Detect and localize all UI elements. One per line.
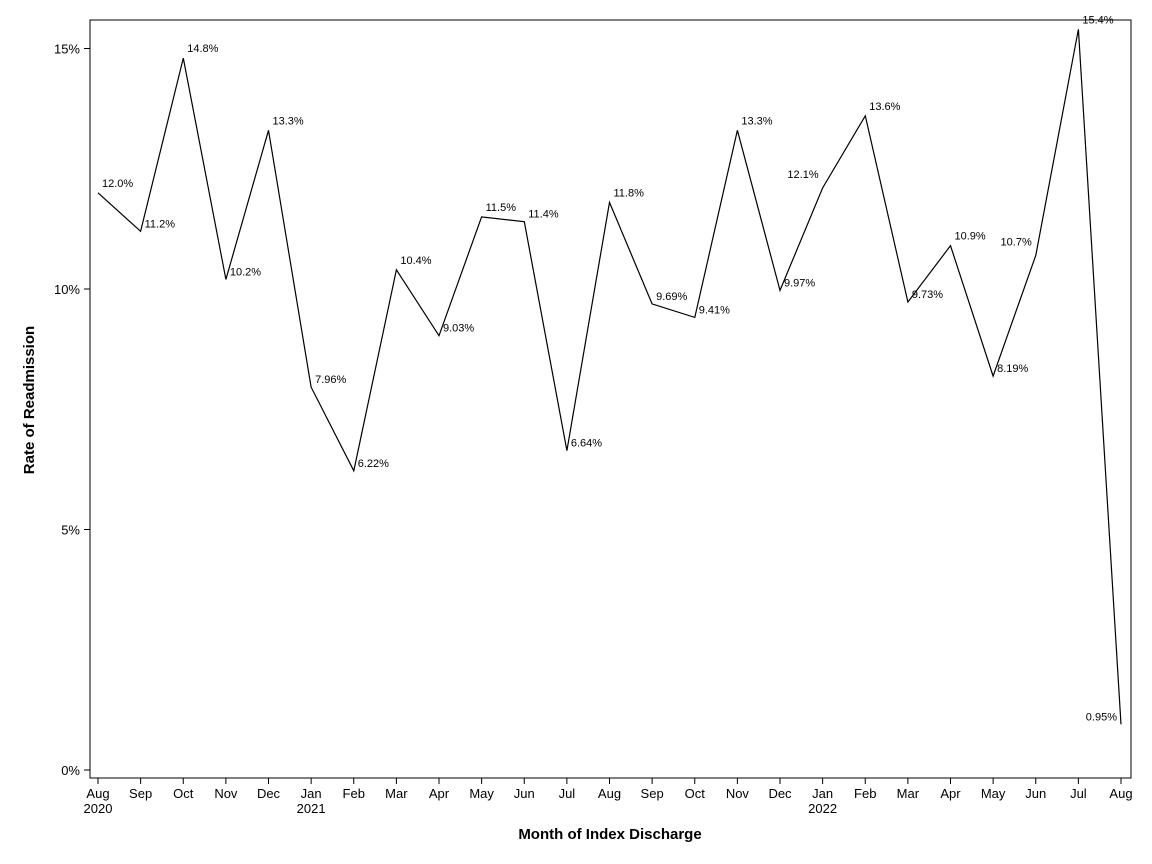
data-label: 10.4% [400,255,431,267]
y-axis-title: Rate of Readmission [21,326,38,474]
data-label: 9.97% [784,277,815,289]
x-tick-label: Feb [343,786,365,801]
x-tick-label: Sep [641,786,664,801]
data-label: 15.4% [1082,14,1113,26]
x-tick-label: May [469,786,494,801]
x-tick-label: Oct [685,786,706,801]
data-label: 8.19% [997,363,1028,375]
x-tick-label: Aug [86,786,109,801]
data-labels: 12.0% 11.2% 14.8% 10.2% 13.3% 7.96% 6.22% 10.4%… [102,14,1117,723]
x-tick-label: Mar [385,786,408,801]
data-label: 0.95% [1086,711,1117,723]
data-label: 7.96% [315,374,346,386]
x-tick-label: Aug [1109,786,1132,801]
x-tick-label: Mar [897,786,920,801]
data-label: 6.22% [358,458,389,470]
x-tick-label: Dec [257,786,281,801]
data-label: 13.6% [869,101,900,113]
x-tick-label: Dec [768,786,792,801]
plot-frame [89,19,1132,779]
data-label: 13.3% [741,115,772,127]
x-tick-label: Apr [429,786,450,801]
series-line [97,29,1122,725]
x-tick-label: Oct [173,786,194,801]
x-year-label: 2021 [297,801,326,816]
y-tick-label: 15% [54,42,80,57]
data-label: 13.3% [273,115,304,127]
data-label: 11.5% [486,202,517,214]
x-year-label: 2020 [84,801,113,816]
x-tick-label: Jan [301,786,322,801]
x-tick-label: Feb [854,786,876,801]
x-tick-label: Jun [514,786,535,801]
y-axis: 0% 5% 10% 15% [54,42,90,778]
x-tick-label: Jul [559,786,576,801]
data-label: 14.8% [187,43,218,55]
data-label: 10.7% [1001,236,1032,248]
x-tick-label: Aug [598,786,621,801]
data-label: 12.1% [787,169,818,181]
x-tick-label: Sep [129,786,152,801]
x-tick-label: Nov [214,786,238,801]
x-tick-label: Nov [726,786,750,801]
data-label: 9.41% [699,304,730,316]
x-tick-label: Jun [1025,786,1046,801]
data-label: 10.2% [230,266,261,278]
y-tick-label: 5% [61,523,80,538]
series-layer [97,29,1122,725]
data-label: 6.64% [571,438,602,450]
x-tick-label: Jan [812,786,833,801]
y-tick-label: 10% [54,282,80,297]
data-label: 9.73% [912,289,943,301]
x-tick-label: Apr [940,786,961,801]
data-label: 11.8% [614,187,645,199]
data-label: 11.4% [528,209,559,221]
data-label: 10.9% [955,231,986,243]
data-label: 9.69% [656,291,687,303]
x-year-label: 2022 [808,801,837,816]
x-axis-title: Month of Index Discharge [518,826,701,843]
data-label: 12.0% [102,178,133,190]
data-label: 9.03% [443,323,474,335]
x-tick-label: Jul [1070,786,1087,801]
x-tick-label: May [981,786,1006,801]
y-tick-label: 0% [61,763,80,778]
data-label: 11.2% [145,218,176,230]
